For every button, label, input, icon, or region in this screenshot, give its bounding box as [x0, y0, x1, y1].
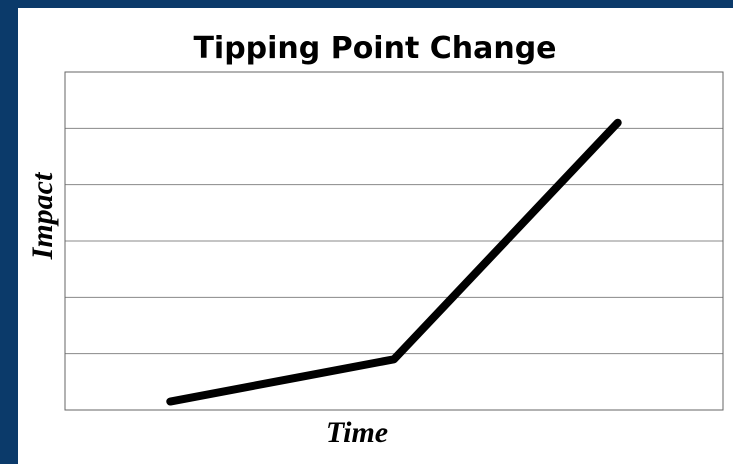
chart-title: Tipping Point Change: [193, 31, 556, 66]
line: [166, 118, 622, 406]
x-axis-label: Time: [326, 416, 388, 449]
plot-border: [64, 71, 724, 411]
y-axis-label: Impact: [26, 171, 59, 260]
panel: [18, 8, 733, 464]
